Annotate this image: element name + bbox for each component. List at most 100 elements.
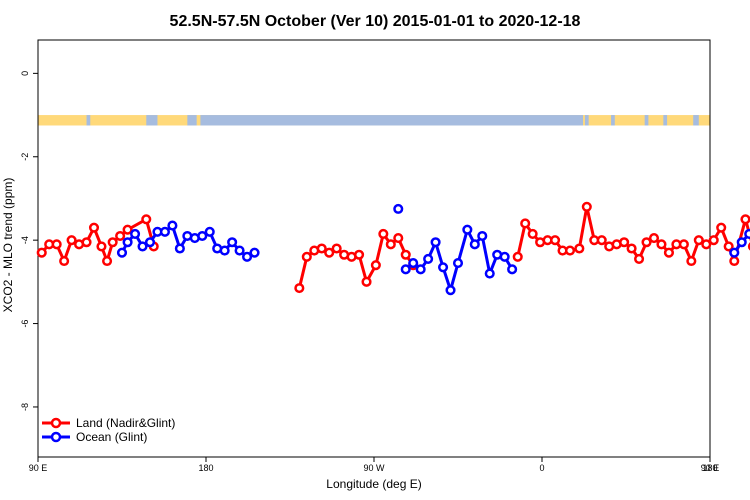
data-point bbox=[634, 253, 645, 264]
data-point bbox=[520, 218, 531, 229]
data-point bbox=[36, 247, 47, 258]
band-ocean-segment bbox=[200, 115, 584, 126]
data-point bbox=[130, 228, 141, 239]
data-point bbox=[415, 264, 426, 275]
chart-title: 52.5N-57.5N October (Ver 10) 2015-01-01 … bbox=[170, 13, 581, 30]
data-point bbox=[59, 255, 70, 267]
data-point bbox=[378, 228, 389, 239]
data-point bbox=[512, 251, 523, 262]
data-point bbox=[678, 239, 689, 250]
data-point bbox=[423, 253, 434, 264]
x-tick-label: 180 bbox=[198, 463, 213, 473]
band-ocean-segment bbox=[663, 115, 668, 126]
data-point bbox=[144, 237, 156, 248]
data-point bbox=[484, 268, 495, 279]
data-point bbox=[331, 243, 342, 254]
y-axis-label: XCO2 - MLO trend (ppm) bbox=[1, 178, 15, 313]
legend-marker-ocean bbox=[50, 431, 62, 443]
data-point bbox=[234, 245, 245, 256]
data-point bbox=[656, 239, 667, 250]
y-tick-label: -4 bbox=[20, 236, 30, 244]
data-point bbox=[393, 203, 404, 214]
data-point bbox=[408, 258, 419, 269]
data-point bbox=[242, 251, 253, 262]
data-point bbox=[81, 237, 92, 248]
data-point bbox=[370, 260, 381, 271]
data-point bbox=[249, 247, 260, 258]
data-point bbox=[626, 243, 637, 254]
data-point bbox=[740, 214, 750, 225]
data-point bbox=[686, 255, 697, 267]
band-ocean-segment bbox=[644, 115, 649, 126]
data-point bbox=[729, 255, 740, 267]
band-ocean-segment bbox=[86, 115, 91, 126]
data-point bbox=[701, 239, 712, 250]
x-tick-label: 180 bbox=[702, 463, 717, 473]
data-point bbox=[564, 245, 576, 256]
data-point bbox=[137, 241, 148, 252]
data-point bbox=[445, 285, 456, 296]
data-point bbox=[107, 237, 118, 248]
data-point bbox=[122, 224, 133, 235]
data-point bbox=[400, 264, 411, 275]
y-tick-label: -6 bbox=[20, 320, 30, 328]
data-point bbox=[301, 251, 312, 262]
legend: Land (Nadir&Glint) Ocean (Glint) bbox=[42, 416, 175, 444]
data-point bbox=[708, 235, 719, 246]
y-tick-label: -2 bbox=[20, 153, 30, 161]
land-ocean-band bbox=[38, 115, 710, 126]
data-point bbox=[385, 239, 396, 250]
data-point bbox=[438, 262, 449, 273]
band-ocean-segment bbox=[187, 115, 197, 126]
x-tick-label: 90 E bbox=[29, 463, 48, 473]
data-point bbox=[723, 241, 734, 252]
x-tick-label: 90 E bbox=[701, 463, 720, 473]
band-ocean-segment bbox=[693, 115, 699, 126]
y-tick-label: -8 bbox=[20, 403, 30, 411]
data-point bbox=[729, 247, 740, 258]
data-point bbox=[116, 247, 128, 258]
band-ocean-segment bbox=[611, 115, 615, 126]
data-point bbox=[66, 235, 77, 246]
data-point bbox=[400, 249, 411, 260]
data-point bbox=[294, 283, 305, 294]
data-point bbox=[159, 226, 170, 237]
data-point bbox=[430, 237, 441, 248]
x-tick-label: 0 bbox=[539, 463, 544, 473]
y-tick-label: 0 bbox=[20, 71, 30, 76]
data-point bbox=[393, 233, 404, 244]
data-point bbox=[648, 233, 660, 244]
data-point bbox=[227, 237, 238, 248]
data-point bbox=[596, 235, 607, 246]
data-point bbox=[477, 230, 488, 242]
data-point bbox=[716, 222, 727, 233]
data-point bbox=[507, 264, 518, 275]
series-layer bbox=[36, 201, 750, 296]
data-point bbox=[96, 241, 107, 252]
data-point bbox=[693, 235, 704, 246]
x-axis-label: Longitude (deg E) bbox=[326, 477, 421, 491]
data-point bbox=[324, 247, 335, 258]
data-point bbox=[574, 243, 585, 254]
data-point bbox=[88, 222, 100, 233]
band-ocean-segment bbox=[584, 115, 589, 126]
data-point bbox=[167, 220, 178, 231]
data-point bbox=[581, 201, 592, 212]
data-point bbox=[452, 258, 464, 269]
data-point bbox=[141, 214, 152, 225]
legend-label-ocean: Ocean (Glint) bbox=[76, 430, 147, 444]
data-point bbox=[197, 230, 208, 242]
data-point bbox=[115, 230, 126, 242]
data-point bbox=[219, 245, 230, 256]
data-point bbox=[316, 243, 327, 254]
data-point bbox=[462, 224, 473, 235]
data-point bbox=[204, 226, 215, 237]
band-ocean-segment bbox=[146, 115, 158, 126]
data-point bbox=[354, 249, 365, 260]
data-point bbox=[744, 228, 750, 239]
legend-marker-land bbox=[50, 417, 62, 429]
series-ocean bbox=[116, 203, 750, 296]
legend-label-land: Land (Nadir&Glint) bbox=[76, 416, 175, 430]
